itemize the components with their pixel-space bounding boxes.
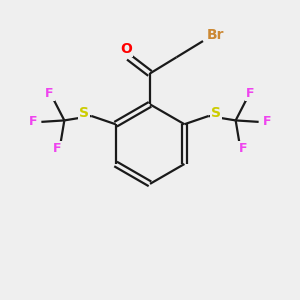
Text: F: F xyxy=(262,116,271,128)
Text: F: F xyxy=(246,87,255,101)
Text: S: S xyxy=(211,106,221,120)
Text: F: F xyxy=(29,116,38,128)
Text: F: F xyxy=(45,87,54,101)
Text: Br: Br xyxy=(207,28,224,42)
Text: O: O xyxy=(120,42,132,56)
Text: S: S xyxy=(79,106,89,120)
Text: F: F xyxy=(53,142,61,155)
Text: F: F xyxy=(238,142,247,155)
